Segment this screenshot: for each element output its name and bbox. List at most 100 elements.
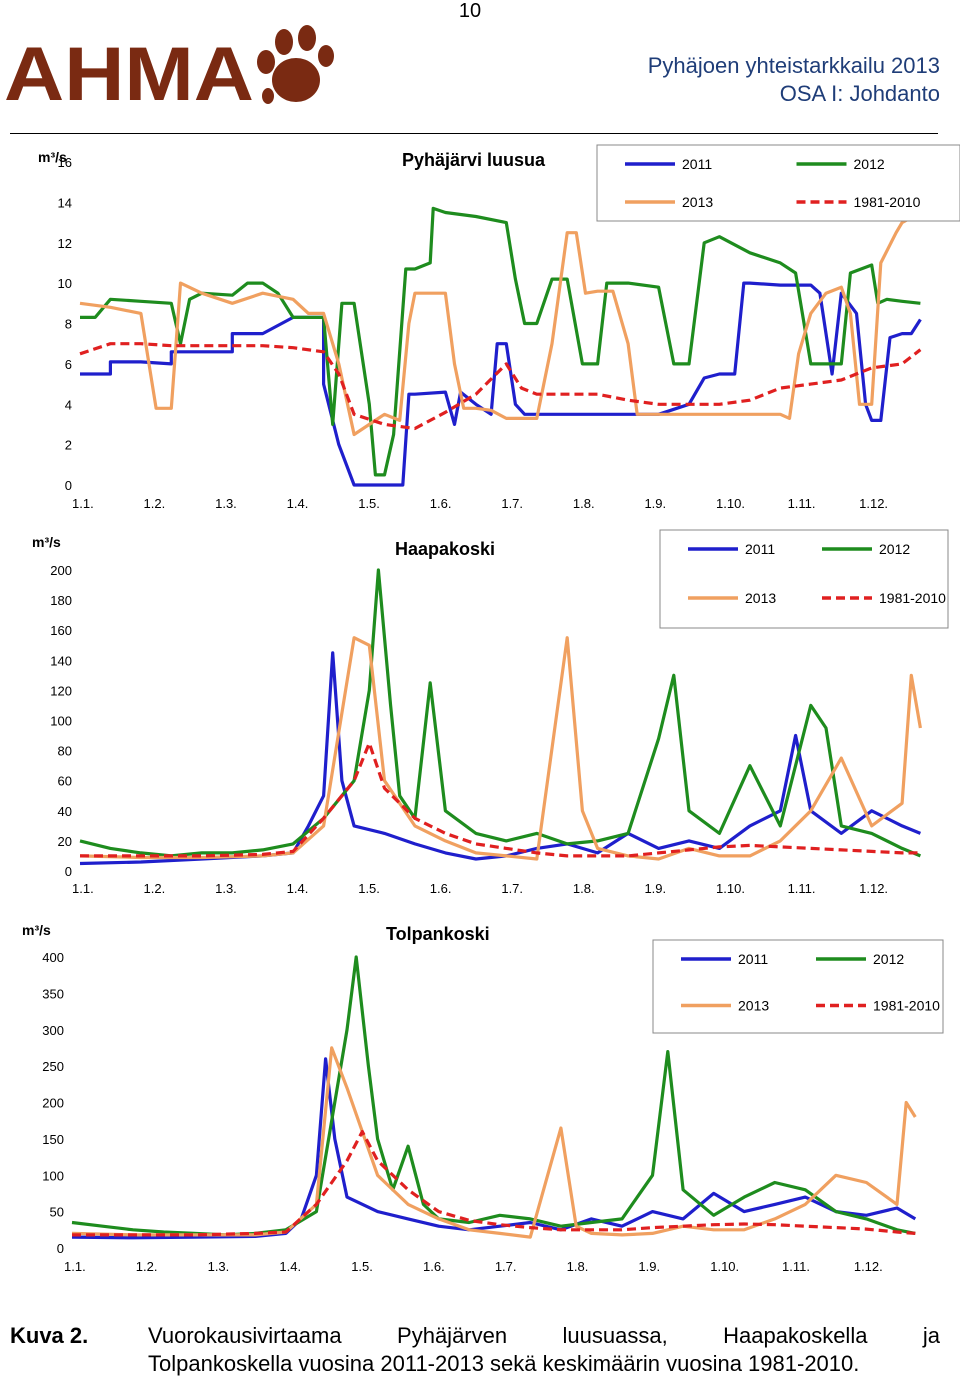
series-line-2013 <box>79 211 922 437</box>
x-tick-label: 1.11. <box>788 496 816 511</box>
y-tick-label: 60 <box>58 774 72 789</box>
header-rule <box>10 133 938 134</box>
ahma-logo: AHMA <box>4 25 334 112</box>
y-tick-label: 100 <box>50 714 72 729</box>
x-tick-label: 1.10. <box>716 496 745 511</box>
legend-label-2013: 2013 <box>682 194 713 210</box>
x-tick-label: 1.3. <box>208 1259 230 1274</box>
chart-title: Tolpankoski <box>386 924 490 944</box>
legend-label-2012: 2012 <box>879 541 910 557</box>
x-tick-label: 1.1. <box>72 881 94 896</box>
legend-box <box>659 529 949 629</box>
y-tick-label: 150 <box>42 1132 64 1147</box>
series-line-1981-2010 <box>72 1130 916 1237</box>
x-tick-label: 1.9. <box>638 1259 660 1274</box>
y-tick-label: 200 <box>42 1096 64 1111</box>
chart-pyhajarvi: m³/s Pyhäjärvi luusua 0 2 4 6 8 10 12 14 16 1.1. 1.2… <box>0 140 960 520</box>
y-tick-label: 6 <box>65 357 72 372</box>
x-tick-label: 1.2. <box>136 1259 158 1274</box>
legend-label-2011: 2011 <box>682 156 712 172</box>
y-tick-label: 300 <box>42 1023 64 1038</box>
y-unit-label: m³/s <box>32 534 61 550</box>
logo-text: AHMA <box>4 32 254 112</box>
x-tick-label: 1.8. <box>573 881 595 896</box>
x-tick-label: 1.10. <box>710 1259 739 1274</box>
series-line-2011 <box>80 281 922 487</box>
chart-pyhajarvi-svg: m³/s Pyhäjärvi luusua 0 2 4 6 8 10 12 14 16 1.1. 1.2… <box>38 144 960 511</box>
y-tick-label: 120 <box>50 683 72 698</box>
y-tick-label: 200 <box>50 563 72 578</box>
series-line-2012 <box>79 568 922 858</box>
x-tick-label: 1.9. <box>644 881 666 896</box>
y-unit-label: m³/s <box>38 149 67 165</box>
x-tick-label: 1.11. <box>782 1259 810 1274</box>
x-tick-label: 1.8. <box>567 1259 589 1274</box>
y-tick-label: 0 <box>65 864 72 879</box>
chart-haapakoski: m³/s Haapakoski 0 20 40 60 80 100 120 140 160 180 20… <box>0 525 960 905</box>
y-tick-label: 80 <box>58 744 72 759</box>
x-tick-label: 1.2. <box>144 496 166 511</box>
y-tick-label: 140 <box>50 653 72 668</box>
x-tick-label: 1.5. <box>358 881 380 896</box>
y-tick-label: 0 <box>65 478 72 493</box>
y-tick-label: 350 <box>42 986 64 1001</box>
paw-icon <box>257 25 334 104</box>
legend-label-2013: 2013 <box>745 590 776 606</box>
series-line-2013 <box>71 1046 917 1239</box>
y-tick-label: 20 <box>58 834 72 849</box>
x-tick-label: 1.12. <box>854 1259 883 1274</box>
x-tick-label: 1.12. <box>859 881 888 896</box>
chart-tolpankoski-svg: m³/s Tolpankoski 0 50 100 150 200 250 300 350 400 1… <box>22 922 944 1274</box>
series-line-2013 <box>79 636 922 861</box>
x-tick-label: 1.7. <box>501 496 523 511</box>
report-title-line1: Pyhäjoen yhteistarkkailu 2013 <box>647 53 940 78</box>
x-tick-label: 1.1. <box>72 496 94 511</box>
x-tick-label: 1.11. <box>788 881 816 896</box>
y-tick-label: 250 <box>42 1059 64 1074</box>
x-tick-label: 1.7. <box>495 1259 517 1274</box>
y-tick-label: 100 <box>42 1168 64 1183</box>
legend-label-2012: 2012 <box>854 156 885 172</box>
y-tick-label: 2 <box>65 438 72 453</box>
y-tick-label: 400 <box>42 950 64 965</box>
x-tick-label: 1.1. <box>64 1259 86 1274</box>
y-tick-label: 0 <box>57 1241 64 1256</box>
x-tick-label: 1.6. <box>430 881 452 896</box>
chart-tolpankoski: m³/s Tolpankoski 0 50 100 150 200 250 300 350 400 1… <box>0 915 960 1290</box>
x-tick-label: 1.4. <box>287 881 309 896</box>
x-tick-label: 1.5. <box>358 496 380 511</box>
x-tick-label: 1.4. <box>287 496 309 511</box>
chart-title: Pyhäjärvi luusua <box>402 150 546 170</box>
y-unit-label: m³/s <box>22 922 51 938</box>
x-tick-label: 1.12. <box>859 496 888 511</box>
y-tick-label: 16 <box>58 155 72 170</box>
report-title: Pyhäjoen yhteistarkkailu 2013 OSA I: Joh… <box>648 52 940 108</box>
x-tick-label: 1.8. <box>573 496 595 511</box>
legend-box <box>596 144 960 222</box>
chart-haapakoski-svg: m³/s Haapakoski 0 20 40 60 80 100 120 140 160 180 20… <box>32 529 949 896</box>
legend-box <box>652 939 944 1034</box>
series-line-2012 <box>80 206 921 477</box>
legend-label-2012: 2012 <box>873 951 904 967</box>
x-tick-label: 1.3. <box>215 496 237 511</box>
y-tick-label: 14 <box>58 195 72 210</box>
x-tick-label: 1.6. <box>430 496 452 511</box>
caption-line2: Tolpankoskella vuosina 2011-2013 sekä ke… <box>148 1351 860 1376</box>
caption-label: Kuva 2. <box>10 1323 89 1348</box>
series-line-2011 <box>79 651 922 866</box>
x-tick-label: 1.2. <box>144 881 166 896</box>
page-number: 10 <box>458 0 482 22</box>
legend-label-1981-2010: 1981-2010 <box>854 194 921 210</box>
x-tick-label: 1.7. <box>501 881 523 896</box>
x-tick-label: 1.10. <box>716 881 745 896</box>
y-tick-label: 10 <box>58 276 72 291</box>
y-tick-label: 12 <box>58 236 72 251</box>
report-title-line2: OSA I: Johdanto <box>779 81 940 106</box>
y-tick-label: 8 <box>65 317 72 332</box>
x-tick-label: 1.9. <box>644 496 666 511</box>
y-tick-label: 4 <box>65 397 72 412</box>
series-line-1981-2010 <box>80 741 921 858</box>
y-tick-label: 50 <box>50 1205 64 1220</box>
y-tick-label: 180 <box>50 593 72 608</box>
legend-label-2013: 2013 <box>738 998 769 1014</box>
